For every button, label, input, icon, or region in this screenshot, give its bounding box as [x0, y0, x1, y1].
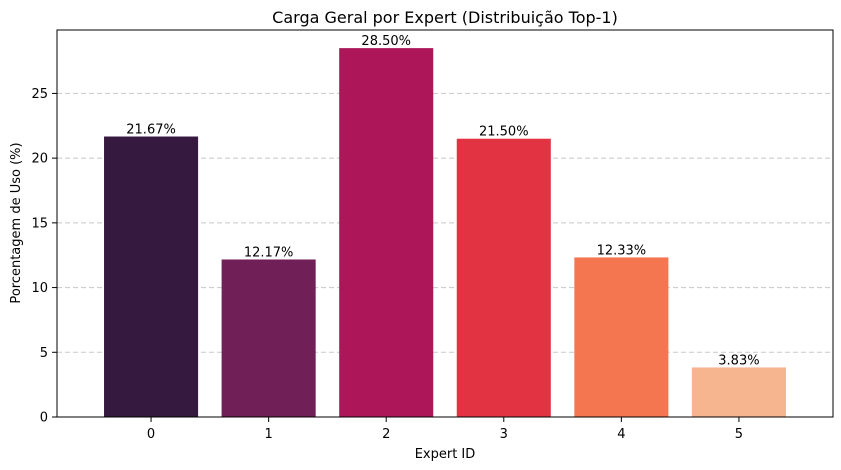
y-tick-label: 5 — [40, 346, 48, 361]
data-label: 28.50% — [361, 34, 411, 49]
data-label: 12.33% — [597, 243, 647, 258]
chart-title: Carga Geral por Expert (Distribuição Top… — [272, 8, 618, 27]
plot-frame — [56, 29, 834, 418]
x-axis-label: Expert ID — [415, 447, 476, 462]
y-tick-label: 25 — [31, 87, 48, 102]
x-tick-label: 3 — [500, 427, 508, 442]
data-label: 21.67% — [126, 123, 176, 138]
x-tick-label: 0 — [147, 427, 155, 442]
data-label: 21.50% — [479, 125, 529, 140]
bars — [104, 48, 786, 418]
x-tick-label: 4 — [617, 427, 625, 442]
bar-expert-4 — [574, 257, 669, 417]
y-tick-label: 0 — [40, 411, 48, 426]
bar-expert-5 — [691, 367, 786, 417]
y-tick-label: 10 — [31, 281, 48, 296]
y-tick-label: 20 — [31, 152, 48, 167]
bar-expert-1 — [221, 259, 316, 417]
bar-expert-3 — [456, 138, 551, 417]
x-tick-label: 5 — [735, 427, 743, 442]
y-axis: 0 5 10 15 20 25 — [31, 87, 57, 426]
x-axis: 0 1 2 3 4 5 — [147, 417, 743, 442]
data-label: 3.83% — [718, 353, 759, 368]
bar-expert-2 — [339, 48, 434, 418]
x-tick-label: 1 — [264, 427, 272, 442]
x-tick-label: 2 — [382, 427, 390, 442]
y-tick-label: 15 — [31, 216, 48, 231]
data-labels: 21.67% 12.17% 28.50% 21.50% 12.33% 3.83% — [126, 34, 759, 368]
y-axis-label: Porcentagem de Uso (%) — [9, 142, 24, 303]
bar-expert-0 — [104, 136, 199, 417]
data-label: 12.17% — [244, 245, 294, 260]
